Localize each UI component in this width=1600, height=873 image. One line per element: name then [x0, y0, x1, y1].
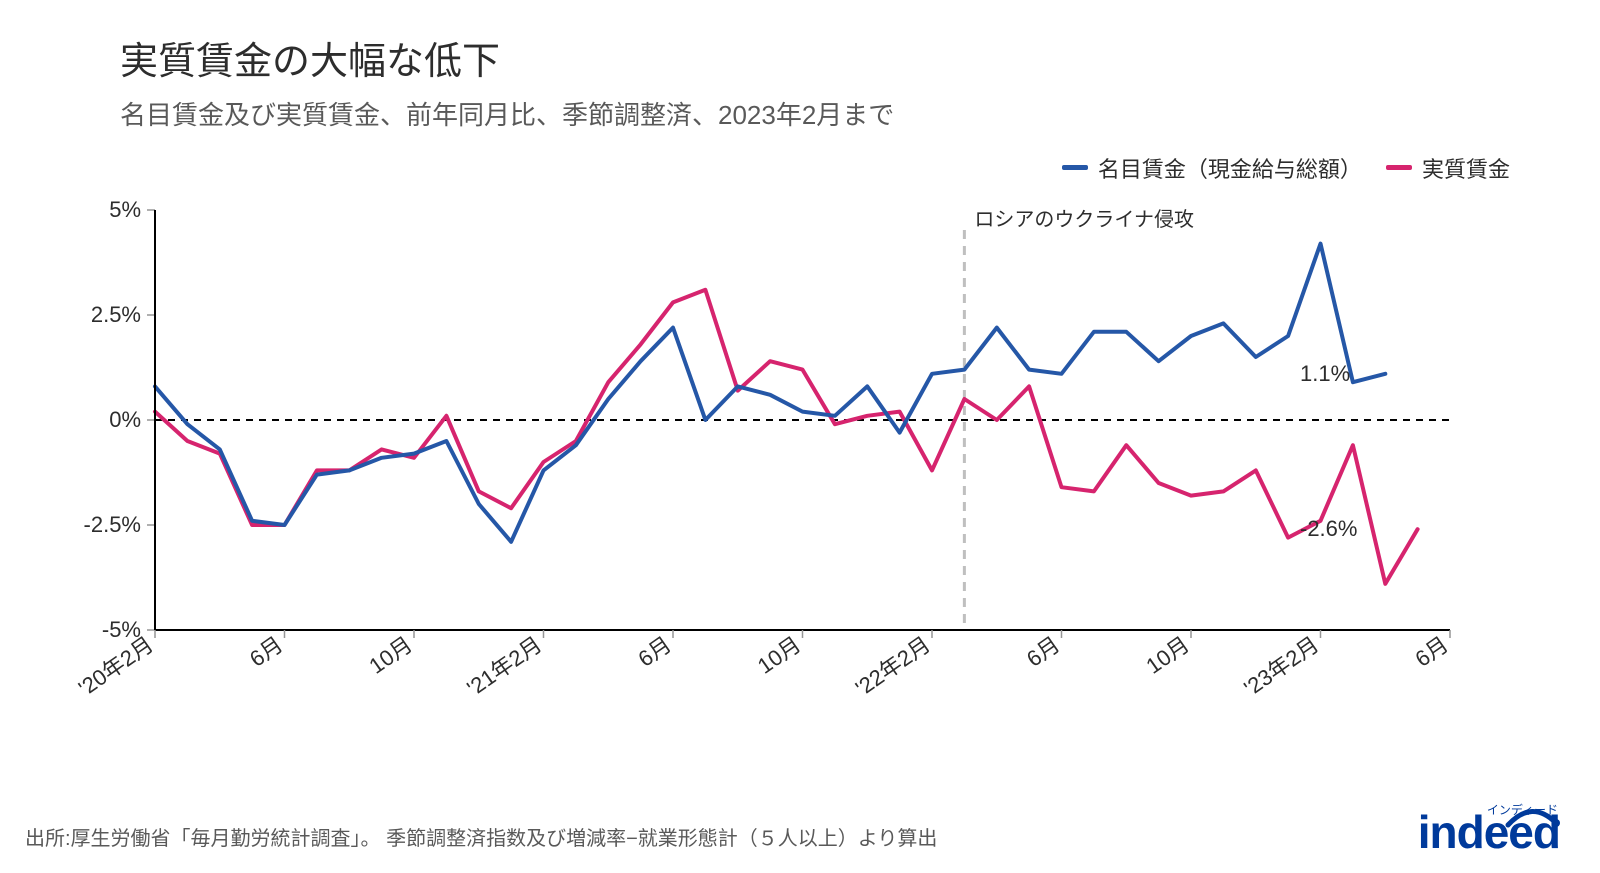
svg-text:ロシアのウクライナ侵攻: ロシアのウクライナ侵攻 [974, 208, 1194, 231]
svg-text:-2.6%: -2.6% [1300, 516, 1357, 541]
svg-text:'21年2月: '21年2月 [462, 631, 546, 700]
legend-swatch-nominal [1062, 165, 1088, 170]
chart-svg: -5%-2.5%0%2.5%5%ロシアのウクライナ侵攻1.1%-2.6%'20年… [60, 190, 1540, 750]
legend-label-nominal: 名目賃金（現金給与総額） [1098, 152, 1362, 184]
svg-text:'23年2月: '23年2月 [1239, 631, 1323, 700]
svg-text:6月: 6月 [245, 631, 287, 671]
legend-label-real: 実質賃金 [1422, 152, 1510, 184]
legend-swatch-real [1386, 165, 1412, 170]
svg-text:10月: 10月 [364, 631, 416, 678]
indeed-logo: インディード indeed [1418, 805, 1560, 859]
svg-text:1.1%: 1.1% [1300, 360, 1350, 385]
svg-text:6月: 6月 [1410, 631, 1452, 671]
chart-area: -5%-2.5%0%2.5%5%ロシアのウクライナ侵攻1.1%-2.6%'20年… [60, 190, 1540, 750]
svg-text:0%: 0% [109, 407, 141, 432]
logo-ruby: インディード [1487, 801, 1558, 818]
svg-text:-2.5%: -2.5% [84, 512, 141, 537]
svg-text:6月: 6月 [1022, 631, 1064, 671]
svg-text:'22年2月: '22年2月 [851, 631, 935, 700]
svg-text:6月: 6月 [633, 631, 675, 671]
legend-item-real: 実質賃金 [1386, 152, 1510, 184]
svg-text:5%: 5% [109, 197, 141, 222]
legend: 名目賃金（現金給与総額） 実質賃金 [60, 150, 1510, 184]
source-footer: 出所:厚生労働省「毎月勤労統計調査」。 季節調整済指数及び増減率−就業形態計（５… [25, 822, 937, 851]
svg-text:2.5%: 2.5% [91, 302, 141, 327]
chart-title: 実質賃金の大幅な低下 [120, 30, 1540, 85]
svg-text:10月: 10月 [1141, 631, 1193, 678]
chart-subtitle: 名目賃金及び実質賃金、前年同月比、季節調整済、2023年2月まで [120, 95, 1540, 132]
legend-item-nominal: 名目賃金（現金給与総額） [1062, 152, 1362, 184]
svg-text:10月: 10月 [753, 631, 805, 678]
